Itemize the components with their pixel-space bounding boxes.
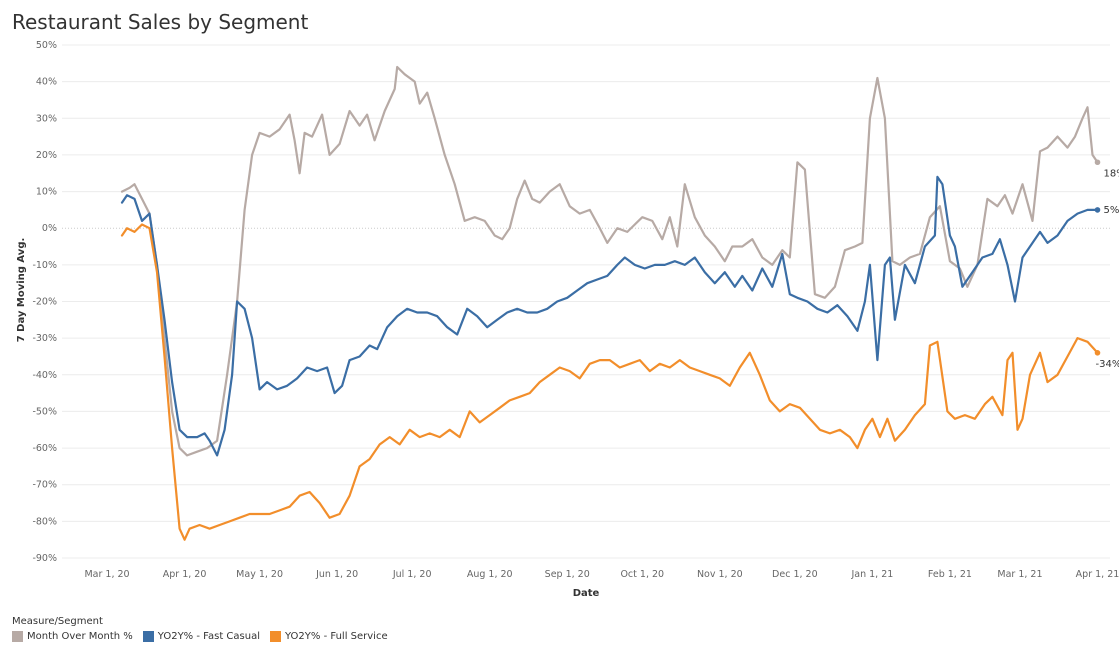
series-end-point-1	[1094, 207, 1101, 213]
y-tick-label: -70%	[32, 480, 57, 491]
legend-swatch	[142, 631, 154, 642]
series-line-2	[120, 223, 1099, 541]
series-end-label: 5%	[1103, 205, 1119, 216]
series-end-label: 18%	[1103, 168, 1119, 179]
y-tick-label: 0%	[42, 223, 57, 234]
x-tick-label: Jan 1, 21	[850, 569, 893, 580]
line-chart: 50% 40% 30% 20% 10% 0% -10% -20% -30% -40% -50% -60…	[16, 40, 1119, 599]
series-end-point-0	[1094, 159, 1101, 166]
y-tick-label: 50%	[36, 40, 57, 51]
y-axis-title: 7 Day Moving Avg.	[16, 238, 27, 343]
legend-title: Measure/Segment	[12, 616, 103, 627]
x-tick-label: Mar 1, 20	[84, 569, 129, 580]
y-axis-ticks: 50% 40% 30% 20% 10% 0% -10% -20% -30% -40% -50% -60…	[32, 40, 57, 564]
legend-label: YO2Y% - Full Service	[285, 631, 388, 642]
x-tick-label: Apr 1, 21	[1076, 569, 1119, 580]
legend-label: Month Over Month %	[27, 631, 133, 642]
series-end-point-2	[1094, 350, 1101, 356]
end-labels: 18% 5% -34%	[1095, 168, 1119, 370]
x-tick-label: Feb 1, 21	[928, 569, 972, 580]
x-tick-label: Oct 1, 20	[620, 569, 664, 580]
y-tick-label: -50%	[32, 406, 57, 417]
x-tick-label: May 1, 20	[236, 569, 283, 580]
y-tick-label: -80%	[32, 516, 57, 527]
legend-swatch	[270, 631, 281, 642]
y-tick-label: -90%	[32, 553, 57, 564]
series-line-1	[120, 175, 1099, 457]
x-axis-ticks: Mar 1, 20 Apr 1, 20 May 1, 20 Jun 1, 20 Jul …	[84, 569, 1119, 580]
x-tick-label: Dec 1, 20	[772, 569, 818, 580]
x-tick-label: Aug 1, 20	[467, 569, 513, 580]
x-tick-label: Jul 1, 20	[392, 569, 432, 580]
grid-lines	[62, 44, 1110, 559]
y-tick-label: 40%	[36, 77, 57, 88]
legend-swatch	[12, 631, 23, 642]
series-end-label: -34%	[1095, 359, 1119, 370]
x-tick-label: Sep 1, 20	[545, 569, 590, 580]
y-tick-label: -40%	[32, 370, 57, 381]
x-tick-label: Apr 1, 20	[163, 569, 207, 580]
x-tick-label: Nov 1, 20	[697, 569, 743, 580]
y-tick-label: 30%	[36, 113, 57, 124]
y-tick-label: -60%	[32, 443, 57, 454]
x-tick-label: Jun 1, 20	[315, 569, 358, 580]
y-tick-label: 10%	[36, 187, 57, 198]
chart-title: Restaurant Sales by Segment	[12, 10, 309, 34]
y-tick-label: 20%	[36, 150, 57, 161]
legend-item: YO2Y% - Fast Casual	[142, 631, 260, 642]
series-line-0	[120, 65, 1099, 457]
x-axis-title: Date	[573, 588, 600, 599]
legend-item: YO2Y% - Full Service	[270, 631, 388, 642]
legend-label: YO2Y% - Fast Casual	[157, 631, 260, 642]
legend: Measure/Segment Month Over Month % YO2Y% …	[12, 616, 388, 642]
x-tick-label: Mar 1, 21	[997, 569, 1042, 580]
y-tick-label: -10%	[32, 260, 57, 271]
series-lines	[120, 65, 1101, 541]
y-tick-label: -30%	[32, 333, 57, 344]
legend-item: Month Over Month %	[12, 631, 133, 642]
y-tick-label: -20%	[32, 297, 57, 308]
